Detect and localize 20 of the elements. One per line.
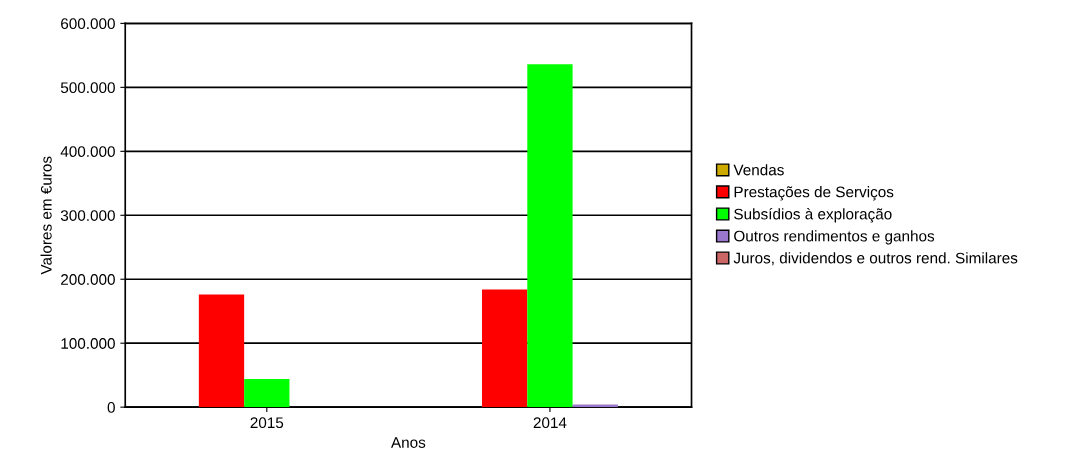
bar	[198, 294, 245, 408]
y-tick-label: 600.000	[61, 18, 115, 30]
y-tick-label: 500.000	[60, 82, 115, 94]
y-tick-label: 400.000	[60, 146, 115, 158]
bar	[527, 64, 573, 408]
legend-label: Juros, dividendos e outros rend. Similares	[733, 252, 1018, 266]
bar	[244, 379, 290, 408]
x-tick-label: 2015	[250, 417, 284, 429]
bar	[481, 289, 528, 408]
legend-label: Prestações de Serviços	[734, 186, 894, 201]
x-axis-title: Anos	[391, 437, 426, 448]
x-tick-label: 2014	[533, 417, 567, 429]
legend-label: Outros rendimentos e ganhos	[734, 230, 935, 245]
y-axis-title: Valores em €uros	[40, 156, 52, 275]
legend-label: Vendas	[733, 164, 784, 176]
y-tick-label: 0	[107, 402, 115, 413]
y-tick-label: 100.000	[61, 338, 115, 349]
legend-label: Subsídios à exploração	[734, 208, 892, 223]
y-tick-label: 300.000	[60, 210, 115, 221]
y-tick-label: 200.000	[61, 274, 115, 285]
